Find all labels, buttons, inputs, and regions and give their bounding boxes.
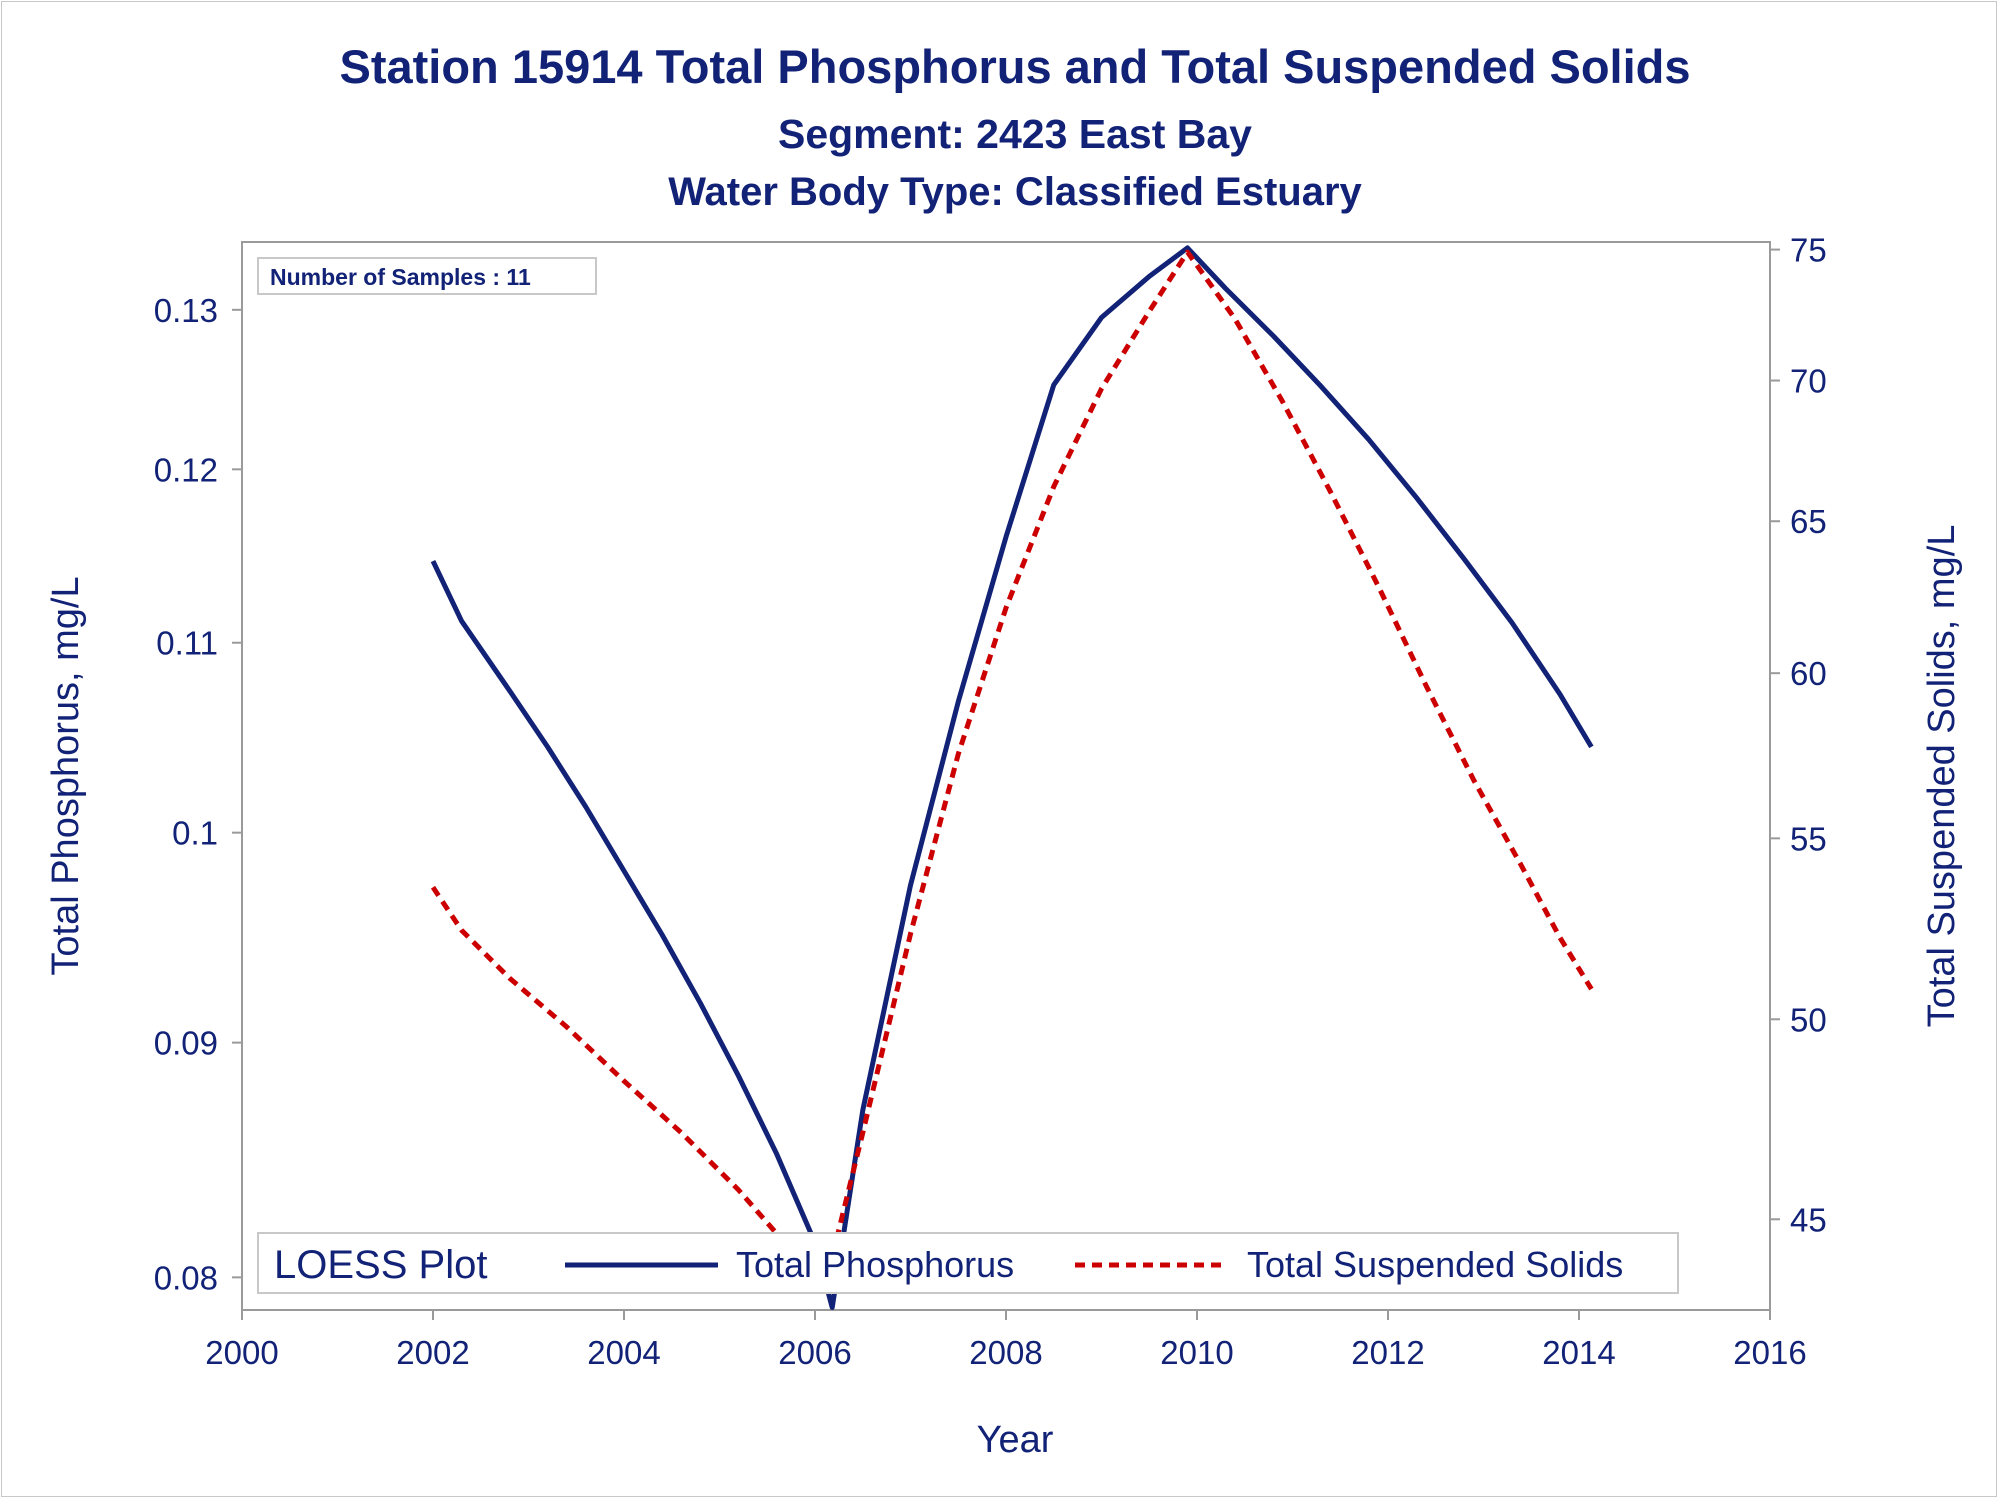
- sample-count-note: Number of Samples : 11: [257, 257, 597, 295]
- x-axis-label: Year: [977, 1419, 1054, 1461]
- y2-tick-label: 55: [1790, 820, 1827, 857]
- x-tick-label: 2014: [1542, 1334, 1615, 1371]
- y-tick-label: 0.13: [154, 292, 218, 329]
- y-tick-label: 0.1: [172, 815, 218, 852]
- y2-tick-label: 70: [1790, 363, 1827, 400]
- y-axis-label: Total Phosphorus, mg/L: [45, 576, 87, 975]
- series-line-phosphorus: [430, 245, 1594, 1310]
- chart-title: Station 15914 Total Phosphorus and Total…: [340, 40, 1691, 93]
- y2-axis-label: Total Suspended Solids, mg/L: [1921, 525, 1963, 1028]
- y-axis-left: 0.08 0.09 0.1 0.11 0.12 0.13: [154, 292, 242, 1296]
- y-tick-label: 0.12: [154, 451, 218, 488]
- chart-subtitle-2: Water Body Type: Classified Estuary: [668, 170, 1362, 214]
- legend-title: LOESS Plot: [274, 1243, 487, 1287]
- y2-tick-label: 65: [1790, 503, 1827, 540]
- legend-box: [257, 1232, 1679, 1294]
- y2-tick-label: 50: [1790, 1001, 1827, 1038]
- y2-tick-label: 45: [1790, 1201, 1827, 1238]
- legend-label-tss: Total Suspended Solids: [1247, 1244, 1623, 1285]
- x-tick-label: 2000: [205, 1334, 278, 1371]
- y2-tick-label: 60: [1790, 655, 1827, 692]
- series-line-tss: [430, 249, 1594, 1291]
- series-layer: [430, 245, 1594, 1310]
- x-tick-label: 2016: [1733, 1334, 1806, 1371]
- y-axis-right: 45 50 55 60 65 70 75: [1770, 232, 1827, 1238]
- y2-tick-label: 75: [1790, 232, 1827, 269]
- legend: LOESS Plot Total Phosphorus Total Suspen…: [257, 1232, 1679, 1294]
- x-tick-label: 2010: [1160, 1334, 1233, 1371]
- plot-area: [241, 241, 1771, 1311]
- legend-label-phosphorus: Total Phosphorus: [736, 1244, 1014, 1285]
- x-tick-label: 2006: [778, 1334, 851, 1371]
- x-tick-label: 2004: [587, 1334, 660, 1371]
- y-tick-label: 0.08: [154, 1259, 218, 1296]
- sample-count-box: [257, 257, 597, 295]
- chart-subtitle: Segment: 2423 East Bay: [778, 111, 1252, 157]
- y-tick-label: 0.09: [154, 1025, 218, 1062]
- x-tick-label: 2012: [1351, 1334, 1424, 1371]
- y-tick-label: 0.11: [156, 625, 218, 662]
- x-axis: 2000 2002 2004 2006 2008 2010 2012 2014 2016: [205, 1310, 1807, 1371]
- x-tick-label: 2008: [969, 1334, 1042, 1371]
- sample-count-text: Number of Samples : 11: [270, 264, 531, 290]
- x-tick-label: 2002: [396, 1334, 469, 1371]
